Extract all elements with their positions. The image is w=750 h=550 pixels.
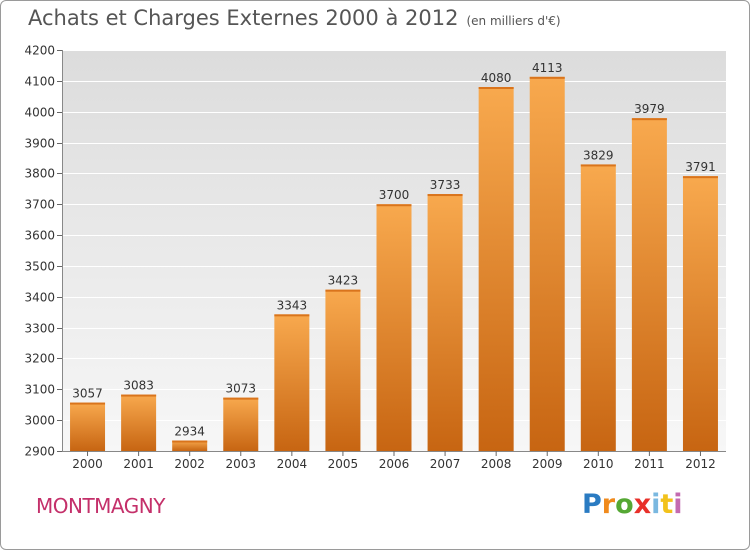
- y-tick-label: 3600: [24, 229, 55, 243]
- bar-top-edge: [223, 397, 259, 400]
- bar-2005: [325, 289, 361, 451]
- y-tick-label: 3700: [24, 198, 55, 212]
- logo-letter: o: [615, 489, 634, 520]
- bar-top-edge: [631, 118, 667, 121]
- bar-2002: [172, 440, 208, 451]
- axes: 2900 3000 3100 3200 3300 3400 3500 3600 3700 3800…: [24, 44, 726, 471]
- y-tick-label: 3300: [24, 322, 55, 336]
- bar-top-edge: [580, 164, 616, 167]
- logo-letter: t: [660, 489, 674, 520]
- x-tick-label: 2000: [72, 457, 103, 471]
- bar-value-label: 2934: [174, 425, 205, 439]
- logo-letter: x: [633, 489, 652, 520]
- proxiti-logo: Proxiti: [582, 489, 683, 520]
- x-tick-label: 2009: [532, 457, 563, 471]
- bar-top-edge: [121, 394, 157, 397]
- bar-top-edge: [427, 194, 463, 197]
- logo-letter: i: [673, 489, 683, 520]
- x-tick-label: 2012: [685, 457, 716, 471]
- bar-2003: [223, 397, 259, 451]
- x-tick-label: 2001: [123, 457, 154, 471]
- bar-2004: [274, 314, 310, 451]
- bar-2001: [121, 394, 157, 451]
- x-tick-label: 2004: [277, 457, 308, 471]
- y-tick-label: 3800: [24, 167, 55, 181]
- bar-top-edge: [478, 87, 514, 90]
- y-tick-label: 3900: [24, 137, 55, 151]
- x-tick-label: 2010: [583, 457, 614, 471]
- x-tick-label: 2011: [634, 457, 665, 471]
- chart-title: Achats et Charges Externes 2000 à 2012 (e…: [28, 6, 561, 30]
- bar-2006: [376, 204, 412, 451]
- y-tick-label: 4100: [24, 75, 55, 89]
- x-tick-label: 2007: [430, 457, 461, 471]
- bar-2010: [580, 164, 616, 452]
- bar-2012: [682, 176, 718, 451]
- y-tick-label: 3400: [24, 291, 55, 305]
- x-tick-label: 2002: [174, 457, 205, 471]
- y-tick-label: 3000: [24, 414, 55, 428]
- logo-letter: i: [651, 489, 661, 520]
- bar-value-label: 3423: [328, 274, 359, 288]
- x-tick-label: 2005: [328, 457, 359, 471]
- bar-value-label: 3343: [277, 298, 308, 312]
- bar-top-edge: [376, 204, 412, 207]
- y-tick-label: 3200: [24, 352, 55, 366]
- bar-2007: [427, 194, 463, 451]
- bar-top-edge: [70, 402, 106, 405]
- bar-2008: [478, 87, 514, 451]
- bar-top-edge: [529, 76, 565, 79]
- bar-value-label: 3083: [123, 379, 154, 393]
- bars: 3057 3083 2934 3073 3343 3423 3700 3733 4080 4113…: [70, 61, 718, 452]
- bar-value-label: 3073: [225, 382, 256, 396]
- x-tick-label: 2006: [379, 457, 410, 471]
- bar-2011: [631, 118, 667, 452]
- bar-value-label: 3979: [634, 102, 665, 116]
- y-tick-label: 2900: [24, 445, 55, 459]
- bar-2000: [70, 402, 106, 451]
- logo-letter: r: [601, 489, 616, 520]
- y-tick-label: 4000: [24, 106, 55, 120]
- bar-value-label: 3733: [430, 178, 461, 192]
- logo-letter: P: [582, 489, 602, 520]
- bar-top-edge: [682, 176, 718, 179]
- bar-top-edge: [172, 440, 208, 443]
- city-name: MONTMAGNY: [36, 494, 165, 518]
- chart-unit: (en milliers d'€): [466, 14, 561, 28]
- y-tick-label: 4200: [24, 44, 55, 58]
- bar-top-edge: [274, 314, 310, 317]
- bar-value-label: 3791: [685, 160, 716, 174]
- x-tick-label: 2003: [225, 457, 256, 471]
- bar-value-label: 3829: [583, 148, 614, 162]
- bar-value-label: 3057: [72, 387, 103, 401]
- y-tick-label: 3500: [24, 260, 55, 274]
- bar-value-label: 4080: [481, 71, 512, 85]
- bar-2009: [529, 76, 565, 451]
- bar-top-edge: [325, 289, 361, 292]
- bar-value-label: 3700: [379, 188, 410, 202]
- y-tick-label: 3100: [24, 383, 55, 397]
- chart-title-text: Achats et Charges Externes 2000 à 2012: [28, 6, 459, 30]
- x-tick-label: 2008: [481, 457, 512, 471]
- bar-value-label: 4113: [532, 61, 563, 75]
